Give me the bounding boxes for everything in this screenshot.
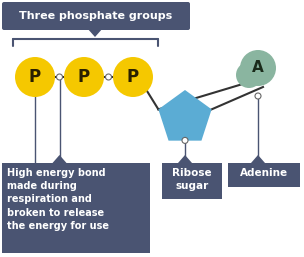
Circle shape [57, 74, 63, 80]
Polygon shape [87, 28, 103, 37]
Text: P: P [78, 68, 90, 86]
Circle shape [255, 93, 261, 99]
Text: P: P [127, 68, 139, 86]
Polygon shape [158, 90, 212, 141]
Text: A: A [252, 60, 264, 76]
Polygon shape [178, 155, 192, 163]
Circle shape [64, 57, 104, 97]
FancyBboxPatch shape [2, 163, 150, 253]
Text: P: P [29, 68, 41, 86]
Polygon shape [251, 155, 265, 163]
FancyBboxPatch shape [2, 2, 190, 30]
Circle shape [113, 57, 153, 97]
Text: Three phosphate groups: Three phosphate groups [19, 11, 173, 21]
Circle shape [182, 137, 188, 143]
Circle shape [240, 50, 276, 86]
Polygon shape [53, 155, 67, 163]
FancyBboxPatch shape [162, 163, 222, 199]
Text: Ribose
sugar: Ribose sugar [172, 168, 212, 191]
Circle shape [15, 57, 55, 97]
FancyBboxPatch shape [228, 163, 300, 187]
Text: Adenine: Adenine [240, 168, 288, 178]
Circle shape [105, 74, 112, 80]
Circle shape [236, 62, 262, 88]
Text: High energy bond
made during
respiration and
broken to release
the energy for us: High energy bond made during respiration… [7, 168, 109, 231]
